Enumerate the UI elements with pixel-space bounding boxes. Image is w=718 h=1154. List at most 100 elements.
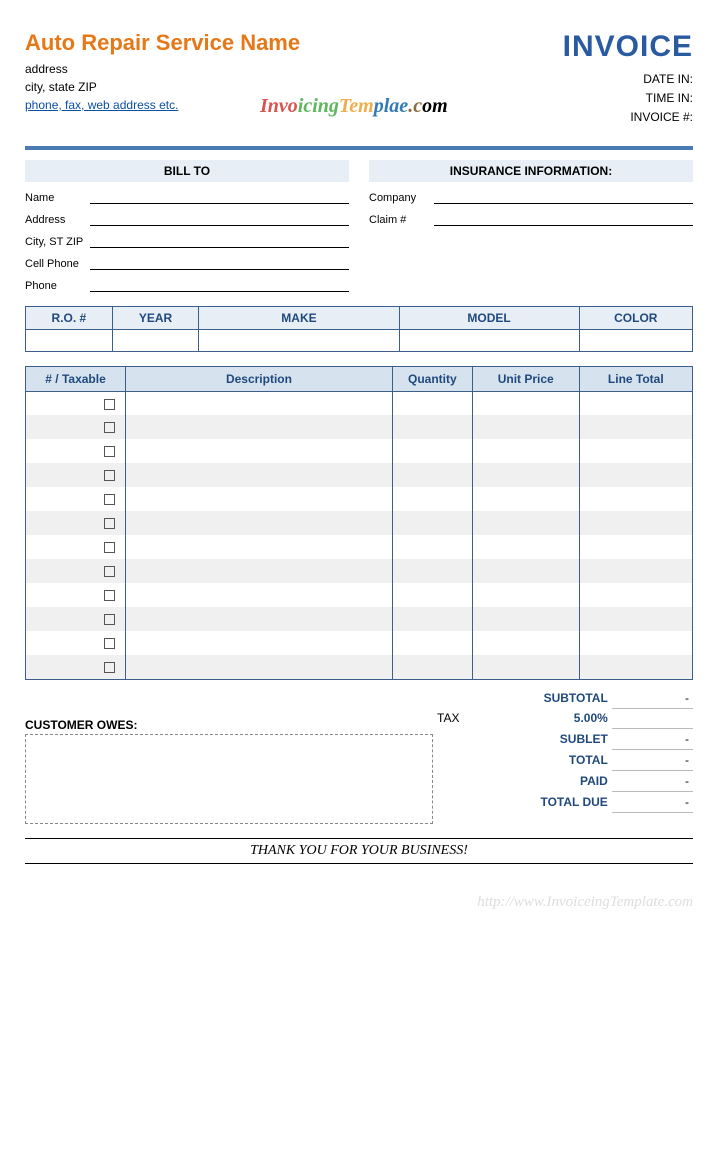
item-cell[interactable] [472, 439, 579, 463]
item-cell[interactable] [126, 463, 393, 487]
item-cell[interactable] [579, 655, 692, 679]
item-cell[interactable] [392, 511, 472, 535]
meta-invoice-num: INVOICE #: [563, 108, 693, 127]
item-cell[interactable] [472, 559, 579, 583]
item-cell[interactable] [472, 511, 579, 535]
item-cell[interactable] [392, 631, 472, 655]
field-label: Cell Phone [25, 258, 90, 270]
item-cell[interactable] [579, 631, 692, 655]
item-cell[interactable] [472, 415, 579, 439]
item-cell[interactable] [26, 535, 126, 559]
item-cell[interactable] [126, 559, 393, 583]
vehicle-cell[interactable] [26, 329, 113, 351]
field-input-line[interactable] [90, 234, 349, 248]
vehicle-cell[interactable] [399, 329, 579, 351]
item-cell[interactable] [392, 535, 472, 559]
item-cell[interactable] [579, 511, 692, 535]
item-cell[interactable] [392, 655, 472, 679]
item-cell[interactable] [472, 391, 579, 415]
item-cell[interactable] [392, 583, 472, 607]
item-cell[interactable] [579, 487, 692, 511]
item-cell[interactable] [579, 415, 692, 439]
item-cell[interactable] [26, 583, 126, 607]
item-cell[interactable] [126, 607, 393, 631]
field-input-line[interactable] [90, 190, 349, 204]
taxable-checkbox[interactable] [104, 399, 115, 410]
owes-box[interactable] [25, 734, 433, 824]
vehicle-cell[interactable] [579, 329, 692, 351]
item-cell[interactable] [26, 607, 126, 631]
item-row [26, 511, 693, 535]
taxable-checkbox[interactable] [104, 518, 115, 529]
item-cell[interactable] [126, 391, 393, 415]
field-input-line[interactable] [90, 278, 349, 292]
item-cell[interactable] [126, 655, 393, 679]
item-cell[interactable] [126, 511, 393, 535]
company-contact-link[interactable]: phone, fax, web address etc. [25, 98, 178, 112]
field-input-line[interactable] [434, 212, 693, 226]
taxable-checkbox[interactable] [104, 542, 115, 553]
item-cell[interactable] [392, 391, 472, 415]
item-cell[interactable] [26, 511, 126, 535]
item-cell[interactable] [392, 439, 472, 463]
item-cell[interactable] [579, 535, 692, 559]
taxable-checkbox[interactable] [104, 566, 115, 577]
vehicle-cell[interactable] [112, 329, 199, 351]
item-cell[interactable] [579, 607, 692, 631]
item-cell[interactable] [472, 463, 579, 487]
taxable-checkbox[interactable] [104, 662, 115, 673]
item-row [26, 415, 693, 439]
item-cell[interactable] [392, 607, 472, 631]
item-cell[interactable] [472, 583, 579, 607]
item-cell[interactable] [126, 439, 393, 463]
item-cell[interactable] [579, 439, 692, 463]
item-cell[interactable] [472, 631, 579, 655]
item-cell[interactable] [26, 439, 126, 463]
field-input-line[interactable] [90, 256, 349, 270]
company-name: Auto Repair Service Name [25, 30, 300, 56]
item-cell[interactable] [126, 583, 393, 607]
item-row [26, 487, 693, 511]
item-cell[interactable] [392, 487, 472, 511]
tax-word [433, 749, 479, 770]
item-cell[interactable] [579, 391, 692, 415]
taxable-checkbox[interactable] [104, 470, 115, 481]
vehicle-cell[interactable] [199, 329, 399, 351]
field-label: Address [25, 214, 90, 226]
item-cell[interactable] [472, 535, 579, 559]
item-cell[interactable] [26, 655, 126, 679]
totals-value: - [612, 770, 693, 791]
item-cell[interactable] [26, 391, 126, 415]
item-cell[interactable] [579, 559, 692, 583]
item-cell[interactable] [392, 559, 472, 583]
item-cell[interactable] [472, 607, 579, 631]
item-cell[interactable] [26, 631, 126, 655]
item-cell[interactable] [472, 655, 579, 679]
insurance-heading: INSURANCE INFORMATION: [369, 160, 693, 182]
meta-date-in: DATE IN: [563, 70, 693, 89]
item-cell[interactable] [579, 583, 692, 607]
item-cell[interactable] [392, 463, 472, 487]
taxable-checkbox[interactable] [104, 590, 115, 601]
taxable-checkbox[interactable] [104, 614, 115, 625]
taxable-checkbox[interactable] [104, 494, 115, 505]
item-cell[interactable] [579, 463, 692, 487]
taxable-checkbox[interactable] [104, 446, 115, 457]
item-cell[interactable] [126, 631, 393, 655]
company-block: Auto Repair Service Name address city, s… [25, 30, 300, 114]
item-cell[interactable] [472, 487, 579, 511]
bill-to-heading: BILL TO [25, 160, 349, 182]
item-cell[interactable] [26, 487, 126, 511]
company-address: address [25, 60, 300, 78]
item-cell[interactable] [126, 487, 393, 511]
taxable-checkbox[interactable] [104, 638, 115, 649]
item-cell[interactable] [126, 415, 393, 439]
item-cell[interactable] [26, 415, 126, 439]
item-cell[interactable] [26, 559, 126, 583]
taxable-checkbox[interactable] [104, 422, 115, 433]
field-input-line[interactable] [90, 212, 349, 226]
field-input-line[interactable] [434, 190, 693, 204]
item-cell[interactable] [392, 415, 472, 439]
item-cell[interactable] [26, 463, 126, 487]
item-cell[interactable] [126, 535, 393, 559]
